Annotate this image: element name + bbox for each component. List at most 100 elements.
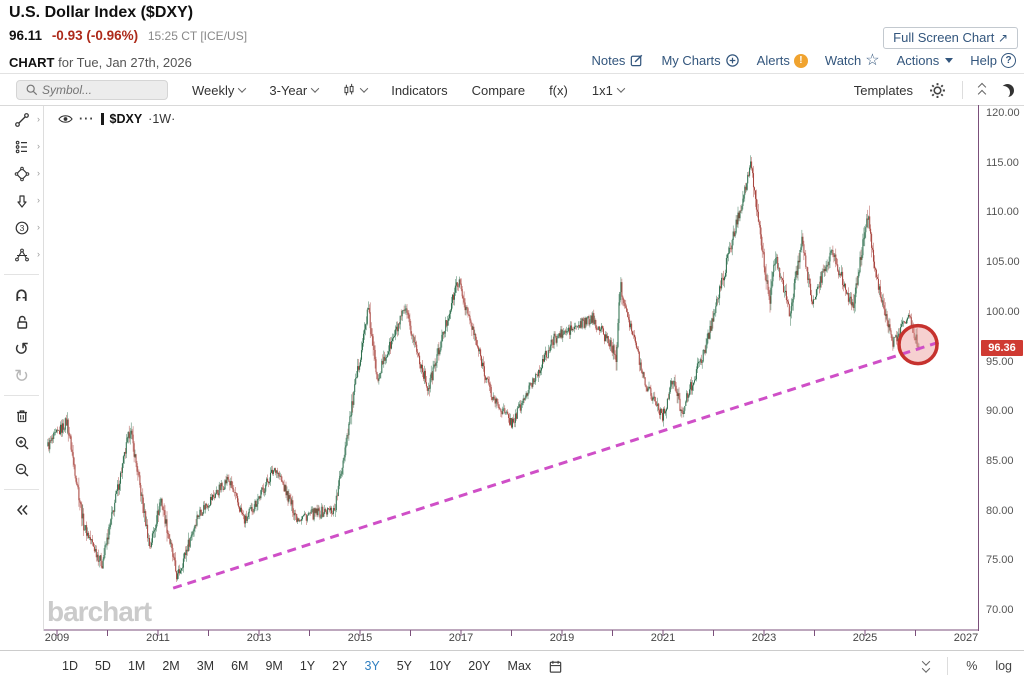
actions-menu[interactable]: Actions: [897, 53, 954, 68]
range-1Y[interactable]: 1Y: [299, 659, 316, 673]
x-tick-label: 2021: [650, 632, 676, 644]
grid-layout-label: 1x1: [591, 82, 613, 98]
magnet-snap-tool[interactable]: [0, 281, 43, 308]
price-axis[interactable]: 120.00 115.00 110.00 105.00 100.00 95.00 90.00…: [978, 105, 1024, 631]
period-label: Weekly: [192, 82, 235, 98]
symbol-input[interactable]: [42, 83, 152, 97]
full-screen-chart-label: Full Screen Chart: [893, 30, 995, 45]
divider: [4, 395, 39, 396]
tool-measure-nodes[interactable]: ›: [0, 241, 43, 268]
range-Max[interactable]: Max: [507, 659, 532, 673]
log-scale-button[interactable]: log: [995, 659, 1012, 673]
functions-label: f(x): [549, 82, 568, 98]
templates-button[interactable]: Templates: [854, 83, 913, 98]
period-dropdown[interactable]: Weekly: [192, 82, 247, 98]
range-2M[interactable]: 2M: [162, 659, 180, 673]
notes-link[interactable]: Notes: [591, 53, 644, 68]
full-screen-chart-button[interactable]: Full Screen Chart ↗: [883, 27, 1018, 49]
percent-scale-button[interactable]: %: [966, 659, 978, 673]
series-options-icon[interactable]: ···: [79, 112, 95, 126]
legend-interval: ·1W·: [148, 112, 176, 126]
delete-drawings-button[interactable]: [0, 402, 43, 429]
x-tick-label: 2017: [448, 632, 474, 644]
y-tick-label: 105.00: [986, 256, 1020, 269]
tool-annotation-list[interactable]: ›: [0, 133, 43, 160]
lock-unlock-tool[interactable]: [0, 308, 43, 335]
range-dropdown[interactable]: 3-Year: [269, 82, 320, 98]
x-tick-label: 2027: [953, 632, 979, 644]
indicators-label: Indicators: [391, 82, 448, 98]
chart-for-row: CHART for Tue, Jan 27th, 2026: [9, 55, 192, 70]
chart-type-dropdown[interactable]: [342, 83, 369, 97]
range-1M[interactable]: 1M: [127, 659, 146, 673]
bottom-toolbar: 1D 5D 1M 2M 3M 6M 9M 1Y 2Y 3Y 5Y 10Y 20Y Max % log: [0, 650, 1024, 681]
help-label: Help: [970, 53, 997, 68]
price-chart-canvas[interactable]: [44, 105, 978, 645]
zoom-out-button[interactable]: [0, 456, 43, 483]
collapse-sidebar-button[interactable]: [0, 496, 43, 523]
last-price-tag: 96.36: [981, 339, 1023, 356]
chevron-down-icon: [359, 84, 369, 93]
header-links: Notes My Charts Alerts ! Watch ☆ Actions…: [591, 51, 1016, 69]
dark-mode-moon-icon[interactable]: [1001, 84, 1014, 97]
watch-link[interactable]: Watch ☆: [825, 51, 880, 69]
range-9M[interactable]: 9M: [265, 659, 283, 673]
y-tick-label: 75.00: [986, 554, 1014, 567]
alert-badge-icon: !: [793, 53, 808, 68]
functions-button[interactable]: f(x): [549, 83, 568, 98]
settings-gear-icon[interactable]: [929, 82, 946, 99]
range-5Y[interactable]: 5Y: [396, 659, 413, 673]
y-tick-label: 100.00: [986, 305, 1020, 318]
indicators-button[interactable]: Indicators: [391, 83, 447, 98]
compare-button[interactable]: Compare: [472, 83, 525, 98]
undo-button[interactable]: ↺: [13, 338, 30, 359]
range-label: 3-Year: [269, 82, 308, 98]
tool-shapes[interactable]: ›: [0, 160, 43, 187]
svg-text:3: 3: [19, 223, 24, 233]
range-1D[interactable]: 1D: [62, 659, 78, 673]
collapse-toolbar-icon[interactable]: [921, 656, 931, 673]
calendar-icon[interactable]: [548, 659, 563, 674]
alerts-link[interactable]: Alerts !: [757, 53, 808, 68]
y-tick-label: 110.00: [986, 206, 1019, 219]
range-20Y[interactable]: 20Y: [468, 659, 491, 673]
grid-layout-dropdown[interactable]: 1x1: [591, 82, 626, 98]
caret-down-icon: [945, 58, 954, 63]
alerts-label: Alerts: [756, 53, 790, 68]
my-charts-link[interactable]: My Charts: [661, 53, 739, 68]
range-2Y[interactable]: 2Y: [332, 659, 348, 673]
templates-label: Templates: [853, 82, 913, 98]
visibility-eye-icon[interactable]: [58, 113, 73, 125]
chevron-down-icon: [616, 84, 626, 93]
zoom-in-button[interactable]: [0, 429, 43, 456]
price-change: -0.93 (-0.96%): [51, 28, 139, 43]
range-10Y[interactable]: 10Y: [429, 659, 452, 673]
range-5D[interactable]: 5D: [94, 659, 111, 673]
y-tick-label: 85.00: [986, 454, 1014, 467]
tool-arrow[interactable]: ›: [0, 187, 43, 214]
collapse-panel-icon[interactable]: [977, 82, 987, 98]
tool-numbered-annotations[interactable]: 3 ›: [0, 214, 43, 241]
barchart-watermark: barchart: [47, 596, 152, 627]
quote-row: 96.11 -0.93 (-0.96%) 15:25 CT [ICE/US]: [9, 28, 247, 43]
quote-time: 15:25 CT [ICE/US]: [147, 29, 248, 43]
notes-edit-icon: [631, 54, 643, 67]
range-6M[interactable]: 6M: [231, 659, 249, 673]
time-axis[interactable]: 2009 2011 2013 2015 2017 2019 2021 2023 2025 2027: [44, 632, 978, 648]
help-link[interactable]: Help ?: [970, 53, 1016, 68]
chart-toolbar: Weekly 3-Year Indicators Compare f(x) 1x…: [0, 75, 1024, 106]
x-tick-label: 2023: [751, 632, 777, 644]
star-icon: ☆: [865, 51, 880, 69]
page-title: U.S. Dollar Index ($DXY): [9, 4, 194, 21]
legend-symbol: $DXY: [109, 112, 143, 126]
actions-label: Actions: [896, 53, 940, 68]
divider: [962, 81, 963, 99]
range-3M[interactable]: 3M: [196, 659, 215, 673]
tool-trend-line[interactable]: ›: [0, 106, 43, 133]
redo-button[interactable]: ↻: [13, 365, 30, 386]
candlestick-icon: [344, 83, 354, 96]
symbol-search[interactable]: [16, 80, 168, 100]
support-break-marker: [899, 325, 938, 364]
range-3Y[interactable]: 3Y: [364, 659, 380, 673]
series-color-bar: [100, 113, 104, 125]
